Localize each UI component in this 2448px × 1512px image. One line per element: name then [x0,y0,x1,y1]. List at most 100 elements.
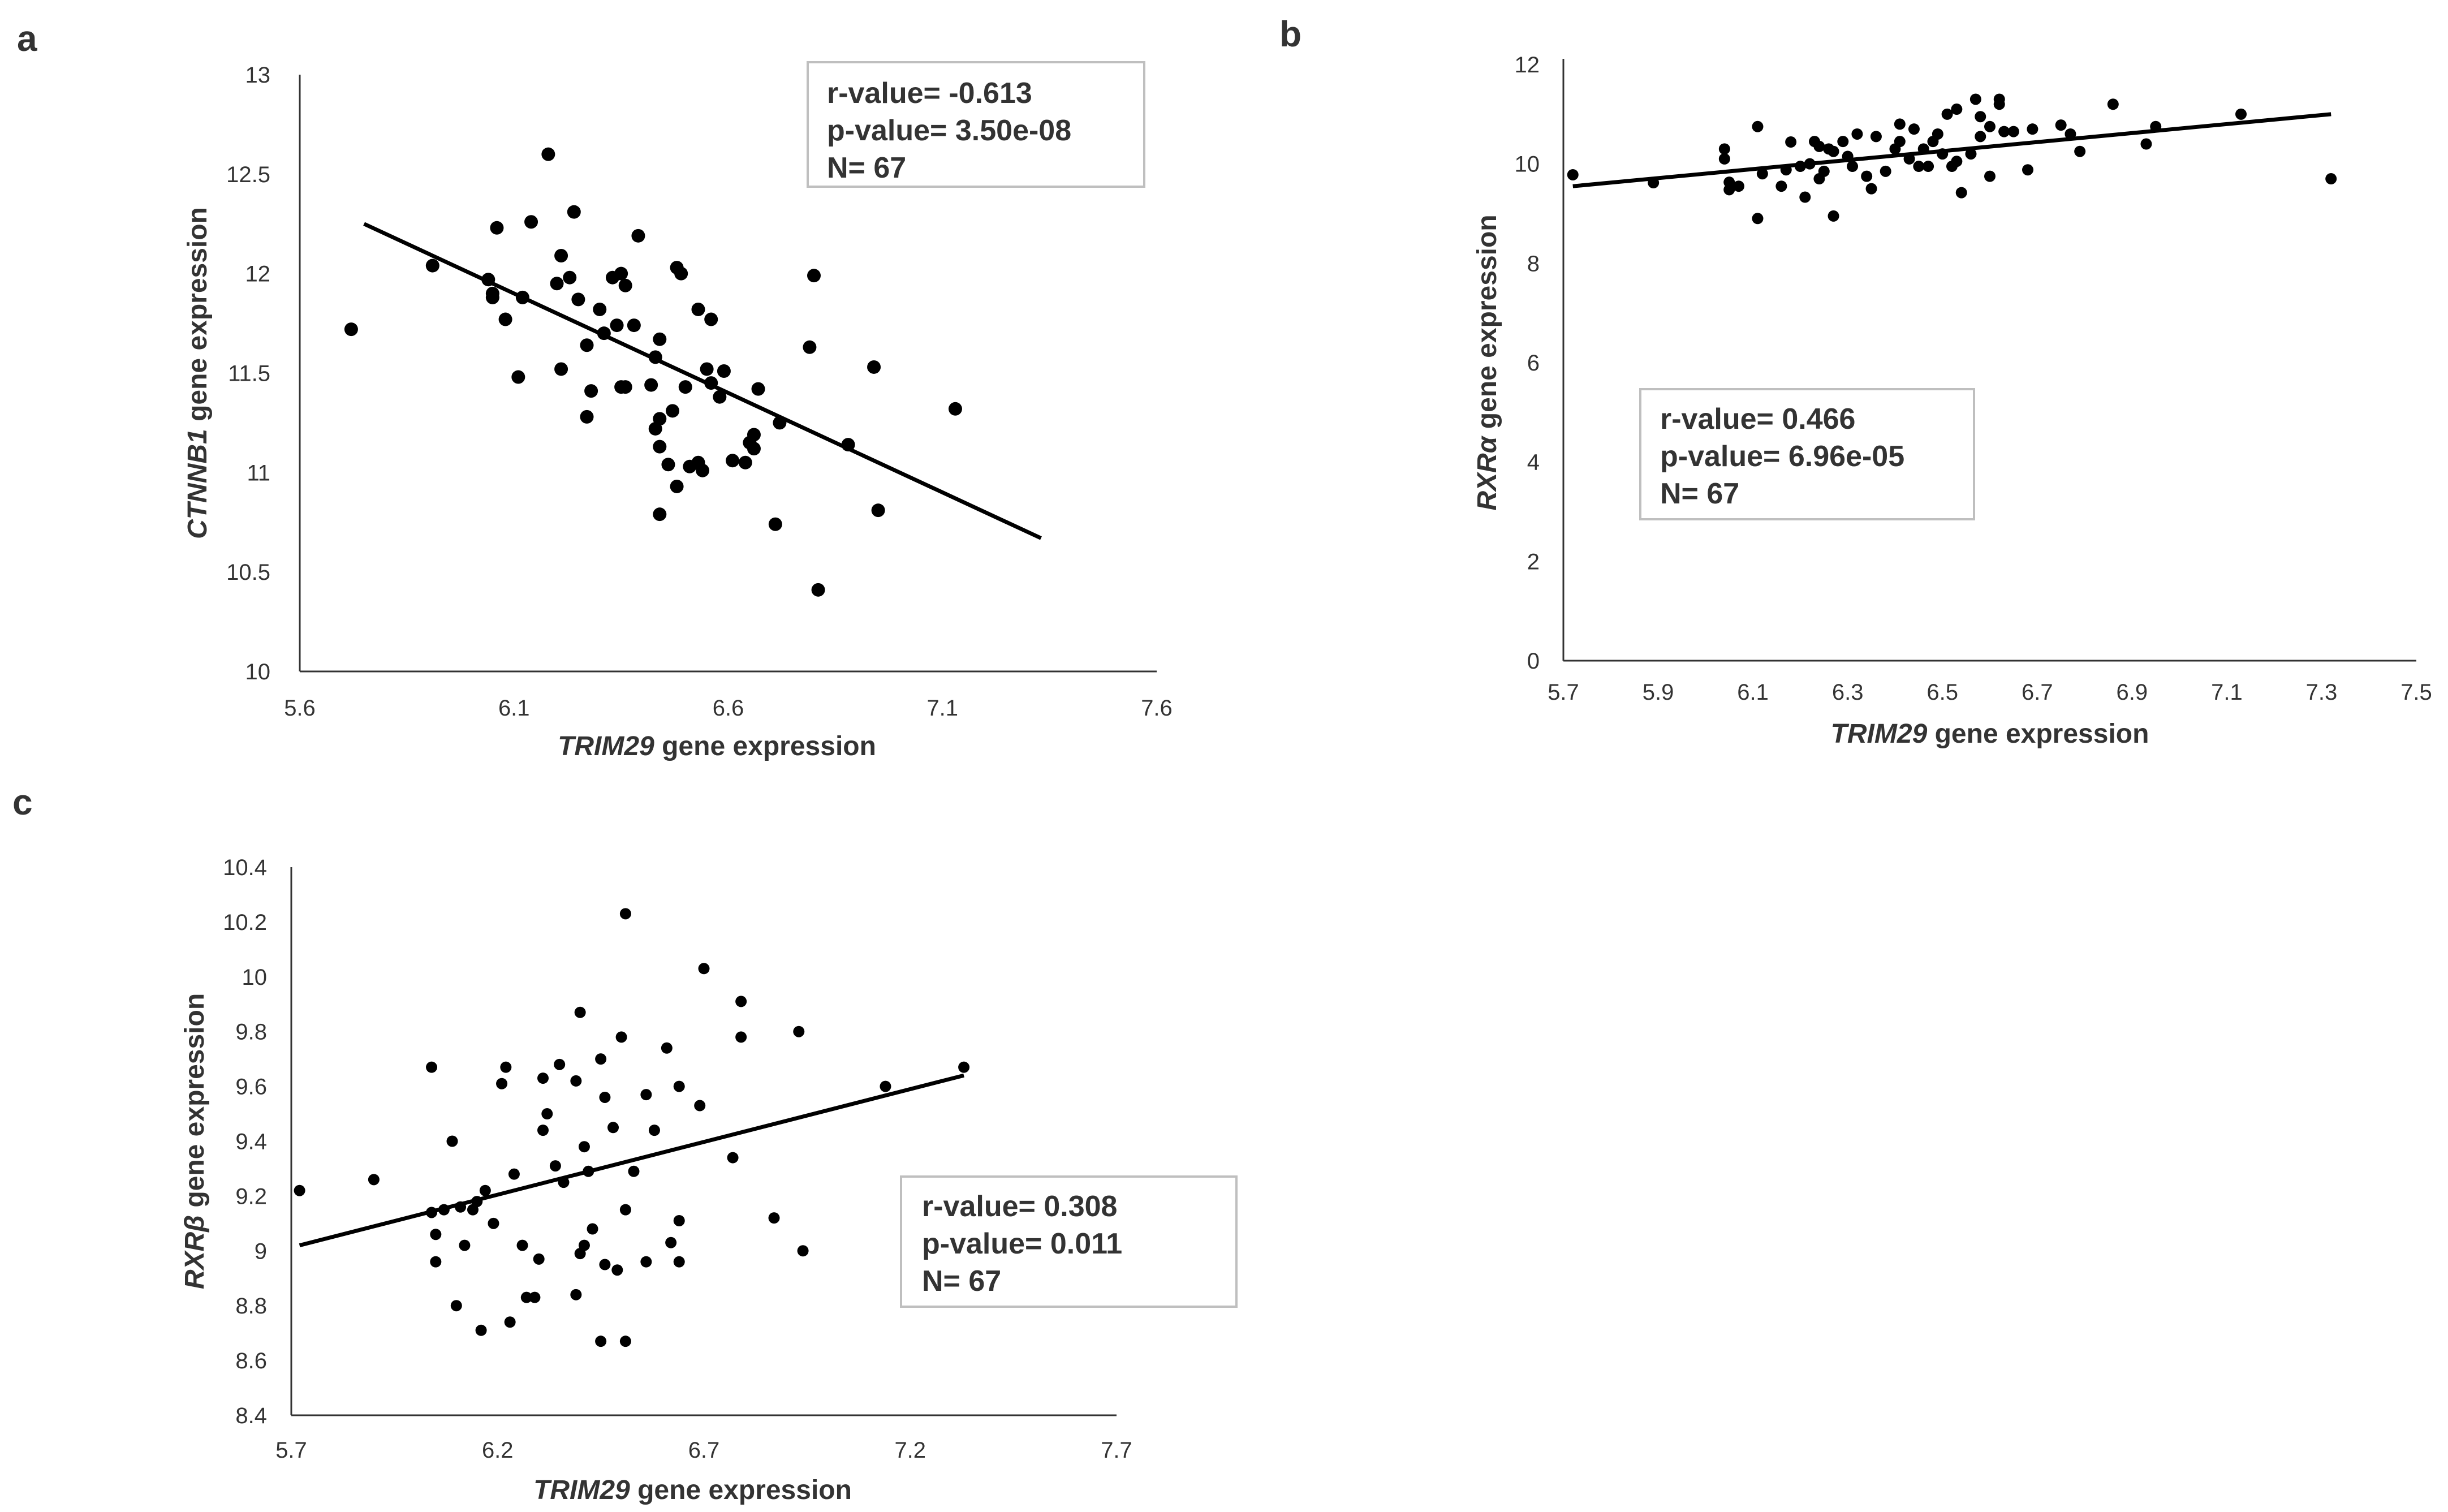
data-point [1955,187,1967,199]
data-point [640,1089,652,1101]
data-point [580,338,594,352]
data-point [1818,165,1830,177]
data-point [614,266,628,281]
data-point [1775,180,1787,192]
data-point [1998,126,2010,137]
y-tick-label: 6 [1527,351,1540,376]
data-point [871,503,885,518]
data-point [1813,140,1825,152]
data-point [618,278,632,292]
x-tick-label: 7.2 [894,1438,926,1463]
data-point [563,270,577,285]
data-point [768,517,782,531]
y-tick-label: 8.6 [235,1349,267,1373]
data-point [738,455,752,469]
y-tick-label: 9.4 [235,1130,267,1155]
y-tick-label: 12.5 [226,162,270,187]
data-point [1752,120,1764,132]
data-point [446,1135,458,1147]
data-point [673,1256,685,1268]
data-point [1908,123,1920,135]
data-point [520,1291,532,1303]
y-tick-label: 10.2 [223,910,267,935]
x-tick-label: 7.1 [926,696,958,721]
data-point [1923,161,1934,173]
data-point [571,292,585,307]
data-point [648,1125,660,1136]
data-point [674,266,688,281]
stats-line: p-value= 0.011 [922,1227,1122,1260]
data-point [644,378,658,392]
data-point [479,1184,491,1196]
data-point [1913,161,1925,173]
x-axis-title-rest: gene expression [1927,719,2149,749]
stats-line: p-value= 6.96e-05 [1660,440,1904,473]
data-point [619,1336,631,1347]
data-point [450,1300,462,1312]
data-point [595,1336,607,1347]
data-point [1732,180,1744,192]
data-point [567,205,581,219]
data-point [541,1108,553,1120]
stats-box [900,1175,1238,1308]
y-tick-label: 11.5 [228,361,270,386]
data-point [2235,108,2247,120]
data-point [1718,153,1730,165]
data-point [426,1061,438,1073]
trendline [299,1073,964,1248]
data-point [578,1239,590,1251]
data-point [1861,170,1873,182]
data-point [713,390,727,404]
data-point [549,1160,561,1172]
stats-line: N= 67 [922,1265,1001,1298]
data-point [880,1080,891,1092]
data-point [807,269,821,283]
data-point [1837,136,1849,148]
data-point [2107,98,2119,110]
data-point [430,1256,442,1268]
data-point [653,440,667,454]
x-tick-label: 7.3 [2306,680,2338,705]
panel-a: a 5.6 6.1 6.6 7.1 7.6 10 10.5 11 11.5 12 12.5 13 TRIM… [17,18,1173,761]
data-point [511,370,525,384]
data-point [496,1078,508,1089]
data-point [554,1058,566,1070]
data-point [459,1239,471,1251]
data-point [578,1141,590,1153]
data-point [811,583,825,597]
data-point [1984,120,1996,132]
data-point [1567,169,1579,180]
data-point [584,384,598,398]
x-axis-title: TRIM29 gene expression [533,1475,852,1505]
data-point [490,221,504,235]
data-point [537,1072,549,1084]
y-tick-label: 2 [1527,549,1540,574]
y-tick-label: 9.8 [235,1020,267,1045]
y-tick-label: 9.6 [235,1075,267,1100]
y-axis-title: RXRβ gene expression [180,993,210,1289]
y-tick-label: 10 [242,965,268,990]
data-point [958,1061,970,1073]
data-point [678,380,692,394]
data-point [1894,136,1906,148]
data-point [619,1204,631,1216]
data-point [704,312,718,326]
x-tick-label: 6.2 [482,1438,514,1463]
data-point [1865,183,1877,195]
data-point [694,1100,706,1112]
stats-box [1639,388,1975,520]
data-point [2140,138,2152,150]
stats-line: p-value= 3.50e-08 [827,114,1071,147]
x-tick-label: 5.6 [284,696,316,721]
data-point [700,362,714,376]
x-tick-label: 7.5 [2400,680,2432,705]
data-point [488,1217,499,1229]
x-tick-label: 6.1 [1737,680,1769,705]
data-point [595,1053,607,1065]
y-tick-label: 10.4 [223,855,267,880]
x-axis-title-rest: gene expression [654,731,876,761]
data-point [1993,98,2005,110]
data-point [1894,118,1906,130]
data-point [696,463,710,477]
